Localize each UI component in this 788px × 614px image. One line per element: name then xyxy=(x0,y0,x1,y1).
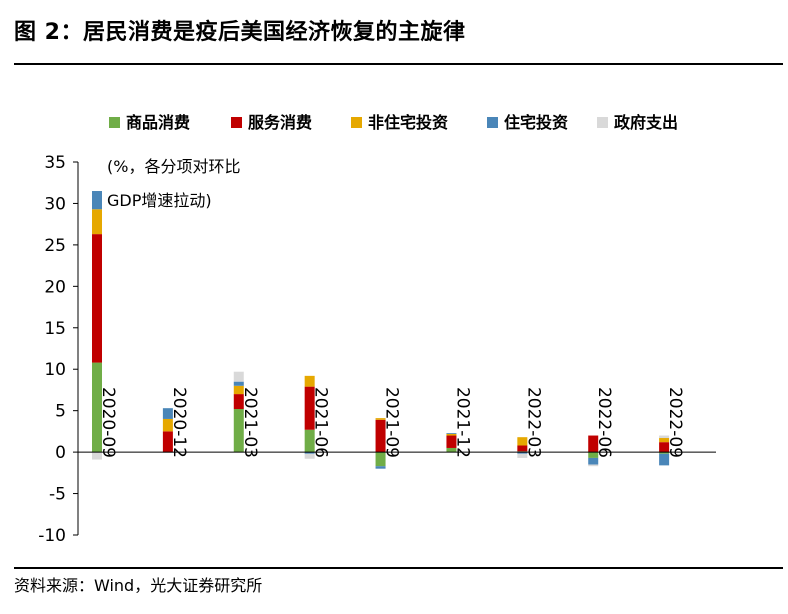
bar-segment xyxy=(517,445,528,452)
bar-segment xyxy=(446,433,457,434)
bar-segment xyxy=(588,452,599,458)
bar-segment xyxy=(162,408,173,419)
bar-segment xyxy=(233,409,244,453)
x-tick-label: 2022-03 xyxy=(523,387,543,458)
x-tick-label: 2021-12 xyxy=(452,387,472,458)
legend: 商品消费 服务消费 非住宅投资 住宅投资 政府支出 xyxy=(109,113,678,132)
bar-segment xyxy=(92,362,102,453)
bar-segment xyxy=(659,438,670,443)
bar-segment xyxy=(375,466,386,469)
x-tick-label: 2021-09 xyxy=(382,387,402,458)
bar-segment xyxy=(659,435,670,439)
bar-segment xyxy=(446,447,457,453)
y-axis: -10 -5 0 5 10 15 20 25 30 35 xyxy=(38,153,79,546)
legend-label: 政府支出 xyxy=(614,113,678,132)
y-tick-label: 15 xyxy=(44,319,66,339)
chart-title: 图 2：居民消费是疫后美国经济恢复的主旋律 xyxy=(14,20,466,45)
legend-swatch xyxy=(597,117,608,128)
bar-segment xyxy=(304,386,315,430)
bar-segment xyxy=(446,435,457,448)
bar-segment xyxy=(375,418,386,420)
legend-label: 商品消费 xyxy=(126,113,190,132)
legend-swatch xyxy=(231,117,242,128)
legend-swatch xyxy=(351,117,362,128)
bar-segment xyxy=(162,431,173,453)
bar-segment xyxy=(659,453,670,466)
bar-segment xyxy=(233,371,244,382)
bar-segment xyxy=(517,437,528,446)
y-tick-label: 10 xyxy=(44,360,66,380)
bar-segment xyxy=(304,375,315,387)
x-tick-label: 2020-12 xyxy=(169,387,189,458)
legend-label: 非住宅投资 xyxy=(368,113,448,132)
y-tick-label: 35 xyxy=(44,153,66,173)
x-tick-label: 2021-06 xyxy=(311,387,331,458)
bar-segment xyxy=(92,234,102,363)
y-tick-label: 20 xyxy=(44,277,66,297)
bar-segment xyxy=(375,419,386,453)
legend-swatch xyxy=(487,117,498,128)
bar-segment xyxy=(659,452,670,454)
bar-segment xyxy=(517,453,528,458)
y-tick-label: 30 xyxy=(44,194,66,214)
unit-note-line2: GDP增速拉动) xyxy=(107,191,212,210)
legend-label: 服务消费 xyxy=(248,113,312,132)
bar-segment xyxy=(588,457,599,465)
bar-segment xyxy=(446,433,457,436)
x-axis: 2020-09 2020-12 2021-03 2021-06 2021-09 2021-… xyxy=(78,387,716,458)
y-tick-label: 0 xyxy=(55,443,66,463)
bar-segment xyxy=(304,429,315,453)
legend-swatch xyxy=(109,117,120,128)
y-tick-label: 5 xyxy=(55,402,66,422)
source-note: 资料来源：Wind，光大证券研究所 xyxy=(14,576,263,595)
legend-label: 住宅投资 xyxy=(504,113,568,132)
bottom-divider xyxy=(14,567,783,569)
y-tick-label: -5 xyxy=(49,485,66,505)
bar-segment xyxy=(162,418,173,432)
bar-segment xyxy=(233,381,244,386)
y-tick-label: 25 xyxy=(44,236,66,256)
bar-segment xyxy=(233,394,244,410)
y-tick-label: -10 xyxy=(38,526,66,546)
bar-segment xyxy=(304,453,315,459)
bar-segment xyxy=(588,464,599,467)
unit-note-line1: (%，各分项对环比 xyxy=(107,157,240,176)
bar-segment xyxy=(92,191,102,210)
bar-segment xyxy=(517,452,528,454)
x-tick-label: 2021-03 xyxy=(240,387,260,458)
bar-segment xyxy=(304,452,315,454)
stacked-bar-chart: 商品消费 服务消费 非住宅投资 住宅投资 政府支出 -10 -5 0 5 10 15 20 25 30 3… xyxy=(38,113,716,546)
bar-segment xyxy=(92,209,102,235)
bar-segment xyxy=(659,442,670,453)
bar-segment xyxy=(233,385,244,395)
x-tick-label: 2022-09 xyxy=(665,387,685,458)
bars xyxy=(92,191,670,469)
top-divider xyxy=(14,63,783,65)
bar-segment xyxy=(92,452,102,460)
x-tick-label: 2020-09 xyxy=(98,387,118,458)
bar-segment xyxy=(375,452,386,467)
x-tick-label: 2022-06 xyxy=(594,387,614,458)
bar-segment xyxy=(588,435,599,453)
